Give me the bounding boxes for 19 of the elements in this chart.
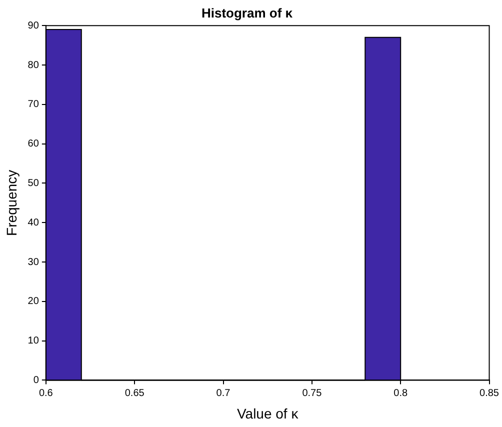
x-tick-label: 0.8 (394, 388, 408, 399)
y-tick-label: 80 (28, 60, 40, 71)
x-tick-label: 0.85 (480, 388, 500, 399)
chart-title: Histogram of κ (201, 5, 294, 20)
y-tick-label: 40 (28, 217, 40, 228)
y-tick-label: 20 (28, 296, 40, 308)
y-tick-label: 10 (28, 336, 40, 347)
x-tick-label: 0.65 (124, 388, 145, 399)
x-tick-label: 0.6 (38, 388, 54, 399)
y-tick-label: 60 (28, 138, 40, 150)
y-tick-label: 0 (33, 374, 40, 386)
x-axis-title: Value of κ (236, 405, 300, 422)
y-tick-label: 30 (28, 256, 40, 268)
x-tick-label: 0.75 (302, 388, 322, 399)
y-tick-label: 50 (28, 178, 40, 189)
x-tick-label: 0.7 (216, 388, 231, 399)
y-tick-label: 90 (28, 20, 40, 32)
y-axis-title: Frequency (3, 170, 20, 236)
y-tick-label: 70 (28, 99, 40, 110)
